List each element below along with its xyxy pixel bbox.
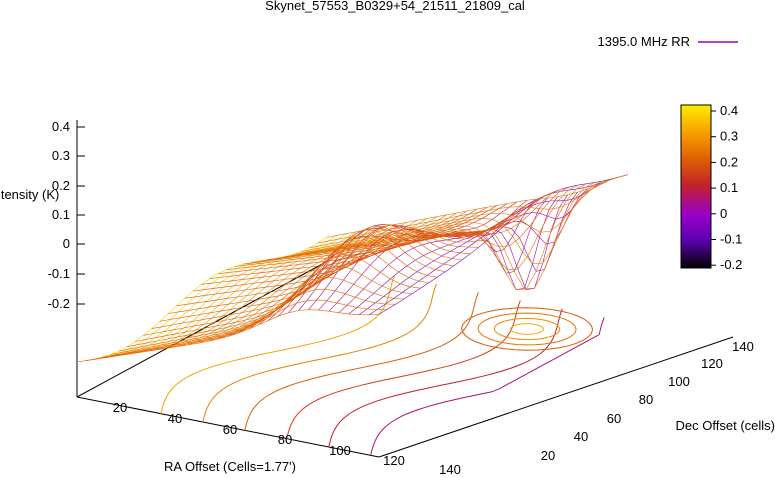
mesh-line-dec (135, 235, 438, 342)
z-axis-ticks: 0.4 0.3 0.2 0.1 0 -0.1 -0.2 (48, 119, 85, 311)
mesh-line-ra (258, 203, 508, 326)
y-axis-label: Dec Offset (cells) (676, 418, 775, 433)
contour-line (328, 308, 563, 448)
legend-label: 1395.0 MHz RR (598, 34, 690, 49)
y-tick-label: 120 (701, 356, 723, 371)
mesh-line-dec (209, 219, 512, 279)
mesh-line-dec (118, 254, 421, 352)
y-tick-label: 60 (607, 411, 621, 426)
z-tick-label: 0.4 (52, 119, 70, 134)
mesh-line-dec (85, 299, 388, 361)
mesh-line-dec (251, 191, 554, 263)
z-tick-label: 0 (63, 236, 70, 251)
x-tick-label: 40 (168, 411, 182, 426)
mesh-line-ra (187, 216, 437, 346)
x-tick-label: 100 (329, 443, 351, 458)
x-tick-label: 140 (439, 462, 461, 477)
mesh-line-ra (358, 180, 609, 315)
z-tick-label: 0.3 (52, 148, 70, 163)
colorbar-tick-label: 0.1 (720, 180, 738, 195)
mesh-line-dec (259, 188, 562, 262)
mesh-line-dec (276, 184, 579, 271)
z-tick-label: 0.2 (52, 178, 70, 193)
mesh-line-dec (267, 186, 571, 260)
x-axis-label: RA Offset (Cells=1.77') (164, 459, 296, 474)
contour-line (202, 283, 437, 423)
x-tick-label: 60 (223, 422, 237, 437)
chart-title: Skynet_57553_B0329+54_21511_21809_cal (265, 0, 525, 13)
mesh-line-dec (309, 178, 612, 249)
contour-ring (461, 307, 594, 351)
mesh-line-dec (93, 288, 396, 360)
contour-line (244, 292, 479, 431)
colorbar-tick-label: 0.3 (720, 129, 738, 144)
mesh-line-dec (325, 174, 629, 238)
colorbar-tick-label: 0 (720, 206, 727, 221)
base-contour-map (160, 275, 605, 456)
colorbar-gradient (680, 104, 712, 269)
colorbar-tick-label: -0.1 (720, 232, 742, 247)
x-axis-line (76, 396, 380, 458)
mesh-line-dec (242, 195, 546, 265)
mesh-line-dec (226, 206, 529, 270)
mesh-line-dec (126, 244, 429, 347)
contour-line (160, 275, 395, 414)
legend: 1395.0 MHz RR (598, 34, 738, 49)
surface-mesh (76, 174, 629, 363)
mesh-line-dec (292, 182, 595, 289)
contour-ring (510, 323, 544, 335)
contour-ring (493, 317, 561, 341)
mesh-line-dec (284, 183, 587, 290)
contour-line (286, 300, 521, 439)
x-tick-label: 120 (383, 453, 405, 468)
mesh-line-dec (101, 277, 404, 358)
mesh-line-dec (301, 180, 604, 265)
y-tick-label: 140 (732, 339, 754, 354)
colorbar-tick-label: -0.2 (720, 257, 742, 272)
mesh-line-dec (201, 226, 504, 285)
mesh-line-ra (378, 174, 629, 315)
contour-line (370, 317, 605, 456)
y-tick-label: 100 (668, 374, 690, 389)
y-axis-line (378, 336, 734, 458)
y-axis-ticks: 20 40 60 80 100 120 140 (541, 339, 754, 463)
x-tick-label: 80 (278, 432, 292, 447)
mesh-line-ra (237, 206, 488, 334)
mesh-line-ra (318, 194, 568, 311)
z-axis-label: Intensity (K) (0, 187, 59, 202)
z-tick-label: -0.1 (48, 266, 70, 281)
mesh-line-dec (110, 265, 413, 355)
mesh-line-dec (218, 212, 521, 274)
z-tick-label: 0.1 (52, 207, 70, 222)
base-axes (76, 120, 734, 458)
colorbar-tick-label: 0.4 (720, 103, 738, 118)
contour-ring (477, 312, 577, 346)
mesh-line-dec (234, 200, 537, 267)
z-tick-label: -0.2 (48, 296, 70, 311)
colorbar-tick-label: 0.2 (720, 154, 738, 169)
x-tick-label: 20 (113, 400, 127, 415)
y-tick-label: 40 (574, 429, 588, 444)
x-axis-ticks: 20 40 60 80 100 120 140 (113, 400, 461, 477)
mesh-line-dec (76, 309, 380, 363)
colorbar-ticks: 0.4 0.3 0.2 0.1 0 -0.1 -0.2 (711, 103, 742, 272)
mesh-line-dec (143, 229, 446, 336)
y-tick-label: 20 (541, 448, 555, 463)
mesh-line-dec (317, 176, 620, 244)
y-tick-label: 80 (639, 392, 653, 407)
colorbar: 0.4 0.3 0.2 0.1 0 -0.1 -0.2 (680, 103, 742, 272)
